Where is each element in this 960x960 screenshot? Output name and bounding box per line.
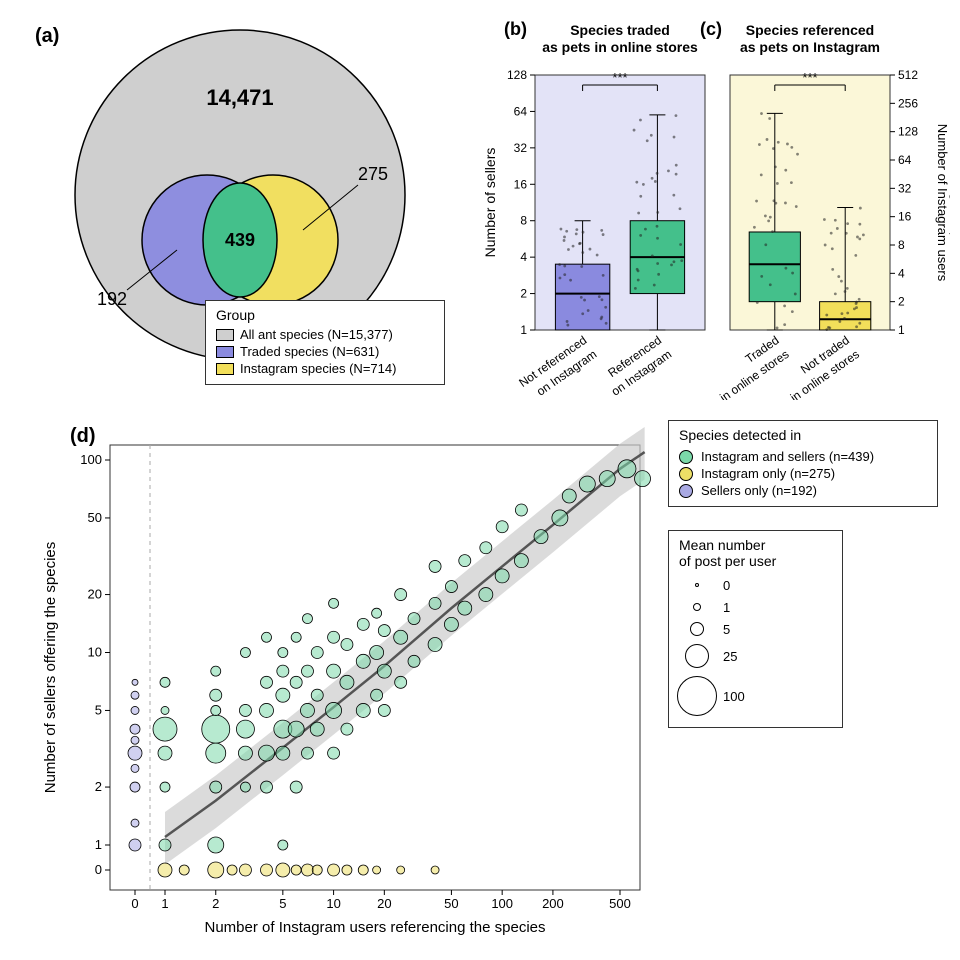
panel-d-label: (d) — [70, 425, 96, 448]
svg-text:4: 4 — [520, 250, 527, 264]
svg-text:1: 1 — [161, 896, 168, 911]
svg-text:256: 256 — [898, 96, 918, 110]
svg-text:2: 2 — [212, 896, 219, 911]
svg-text:1: 1 — [898, 323, 905, 337]
svg-text:64: 64 — [514, 104, 528, 118]
svg-text:***: *** — [612, 70, 627, 85]
svg-text:0: 0 — [131, 896, 138, 911]
svg-text:500: 500 — [609, 896, 631, 911]
svg-text:100: 100 — [491, 896, 513, 911]
svg-text:10: 10 — [326, 896, 340, 911]
svg-text:192: 192 — [97, 289, 127, 309]
legend-size-row: 25 — [679, 641, 832, 671]
legend-row: All ant species (N=15,377) — [216, 327, 434, 342]
legend-row: Traded species (N=631) — [216, 344, 434, 359]
panel-d-scatter: 0 1 2 5 10 20 50 100 200 500 0 1 2 5 10 20 50 100 Number o… — [10, 415, 660, 955]
svg-text:20: 20 — [377, 896, 391, 911]
svg-text:2: 2 — [898, 295, 905, 309]
svg-text:0: 0 — [95, 862, 102, 877]
panel-d-legend-size: Mean number of post per user 01525100 — [668, 530, 843, 728]
svg-text:Number of Instagram users: Number of Instagram users — [935, 124, 950, 282]
svg-text:as pets in online stores: as pets in online stores — [542, 39, 698, 55]
panel-a-legend: Group All ant species (N=15,377) Traded s… — [205, 300, 445, 385]
svg-text:32: 32 — [514, 141, 528, 155]
svg-text:Number of Instagram users refe: Number of Instagram users referencing th… — [205, 919, 546, 936]
svg-text:1: 1 — [95, 837, 102, 852]
legend-size-row: 1 — [679, 597, 832, 617]
legend-d1-title: Species detected in — [679, 427, 927, 443]
svg-text:20: 20 — [88, 587, 102, 602]
panel-d-legend-species: Species detected in Instagram and seller… — [668, 420, 938, 507]
svg-text:50: 50 — [444, 896, 458, 911]
svg-text:Species traded: Species traded — [570, 22, 670, 38]
svg-text:2: 2 — [520, 287, 527, 301]
svg-text:2: 2 — [95, 779, 102, 794]
svg-text:1: 1 — [520, 323, 527, 337]
svg-text:64: 64 — [898, 153, 912, 167]
svg-text:Number of sellers offering the: Number of sellers offering the species — [42, 542, 59, 794]
svg-text:(c): (c) — [700, 19, 722, 39]
svg-text:128: 128 — [898, 125, 918, 139]
svg-text:4: 4 — [898, 266, 905, 280]
svg-text:5: 5 — [95, 702, 102, 717]
svg-text:32: 32 — [898, 181, 912, 195]
svg-text:referencing the species: referencing the species — [949, 135, 950, 270]
svg-text:***: *** — [802, 70, 817, 85]
panel-a-label: (a) — [35, 25, 59, 48]
legend-row: Instagram only (n=275) — [679, 466, 927, 481]
svg-text:439: 439 — [225, 230, 255, 250]
legend-a-title: Group — [216, 307, 434, 323]
legend-size-row: 100 — [679, 673, 832, 719]
svg-text:128: 128 — [507, 68, 527, 82]
svg-text:275: 275 — [358, 164, 388, 184]
legend-row: Instagram and sellers (n=439) — [679, 449, 927, 464]
legend-d2-title1: Mean number — [679, 537, 832, 553]
svg-text:16: 16 — [898, 210, 912, 224]
svg-text:8: 8 — [520, 214, 527, 228]
svg-text:8: 8 — [898, 238, 905, 252]
svg-text:5: 5 — [279, 896, 286, 911]
svg-text:16: 16 — [514, 177, 528, 191]
panel-bc-boxplots: Species tradedas pets in online stores (b… — [470, 10, 950, 400]
svg-text:as pets on Instagram: as pets on Instagram — [740, 39, 880, 55]
legend-row: Sellers only (n=192) — [679, 483, 927, 498]
legend-row: Instagram species (N=714) — [216, 361, 434, 376]
svg-text:Number of sellers: Number of sellers — [482, 148, 498, 258]
svg-text:512: 512 — [898, 68, 918, 82]
svg-text:(b): (b) — [504, 19, 527, 39]
svg-text:200: 200 — [542, 896, 564, 911]
legend-d2-title2: of post per user — [679, 553, 832, 569]
svg-text:14,471: 14,471 — [206, 85, 273, 110]
svg-text:50: 50 — [88, 510, 102, 525]
svg-text:10: 10 — [88, 645, 102, 660]
legend-size-row: 0 — [679, 575, 832, 595]
legend-size-row: 5 — [679, 619, 832, 639]
svg-text:Species referenced: Species referenced — [746, 22, 874, 38]
svg-text:100: 100 — [80, 452, 102, 467]
